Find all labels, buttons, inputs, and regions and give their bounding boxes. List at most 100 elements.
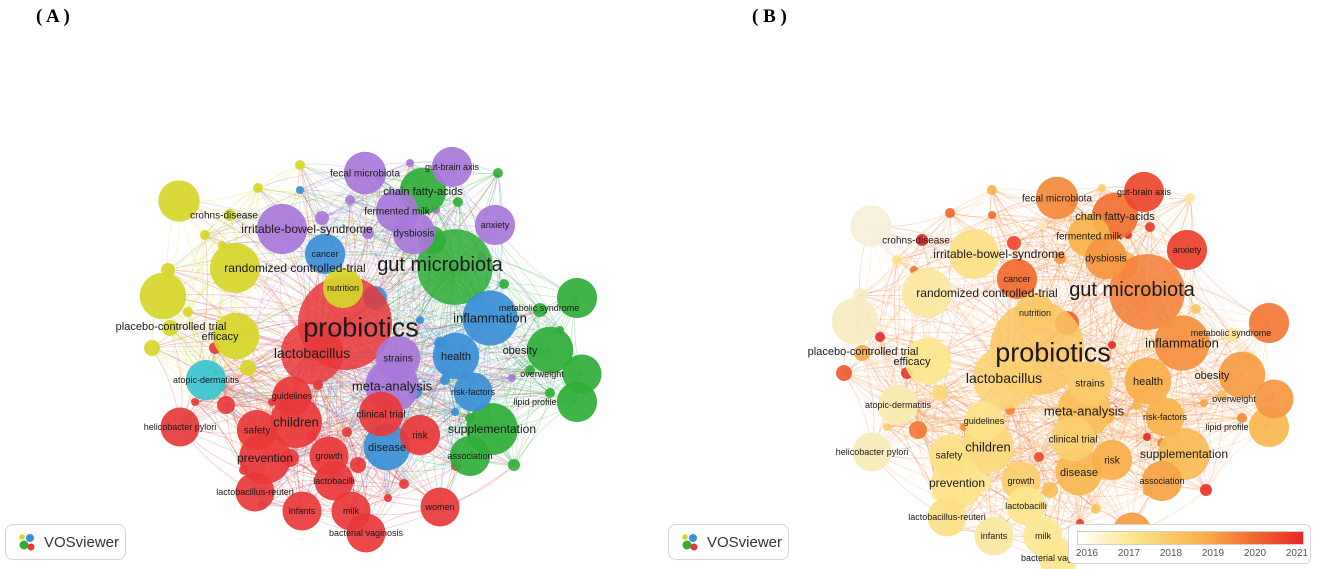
keyword-node: [282, 491, 322, 531]
keyword-node: [346, 513, 386, 553]
keyword-node: [1141, 460, 1183, 502]
network-edge: [317, 347, 551, 386]
network-edge: [991, 189, 1061, 259]
scale-tick: 2018: [1159, 548, 1183, 559]
keyword-label: gut-brain axis: [1117, 187, 1172, 197]
network-edge: [513, 369, 531, 466]
vosviewer-label: VOSviewer: [707, 533, 783, 551]
network-node: [1185, 193, 1195, 203]
keyword-label: fermented milk: [1056, 232, 1123, 243]
network-node: [1098, 184, 1106, 192]
network-edge: [299, 189, 369, 234]
keyword-label: risk-factors: [451, 387, 496, 397]
keyword-label: infants: [289, 506, 316, 516]
network-node: [253, 183, 263, 193]
keyword-label: lactobacilli: [313, 476, 355, 486]
network-edge: [896, 214, 993, 261]
keyword-node: [160, 407, 200, 447]
keyword-label: gut-brain axis: [425, 162, 480, 172]
network-edge: [503, 283, 531, 371]
network-node: [217, 396, 235, 414]
keyword-label: milk: [343, 506, 359, 516]
keyword-label: bacterial vaginosis: [1021, 553, 1096, 563]
network-edge: [169, 327, 249, 369]
network-node: [200, 230, 210, 240]
keyword-label: lipid profile: [1205, 422, 1248, 432]
network-edge: [1042, 334, 1233, 537]
keyword-label: dysbiosis: [1085, 254, 1126, 265]
network-node: [987, 185, 997, 195]
keyword-node: [850, 205, 892, 247]
network-node: [875, 332, 885, 342]
network-edge: [162, 295, 393, 387]
network-edge: [167, 214, 231, 271]
network-edge: [1164, 197, 1194, 418]
network-node: [988, 211, 996, 219]
network-map-overlay: probiotics gut microbiota lactobacillus inf…: [662, 0, 1325, 569]
network-svg-overlay: probiotics gut microbiota lactobacillus inf…: [808, 171, 1294, 569]
keyword-label: women: [424, 502, 454, 512]
network-node: [1145, 222, 1155, 232]
network-edge: [299, 164, 369, 234]
network-edge: [991, 189, 1043, 226]
keyword-node: [562, 354, 602, 394]
keyword-label: lactobacillus-reuteri: [216, 487, 294, 497]
keyword-label: cancer: [1003, 274, 1030, 284]
network-node: [144, 340, 160, 356]
network-node: [1237, 413, 1247, 423]
network-node: [533, 303, 547, 317]
network-edge: [896, 189, 993, 261]
network-edge: [854, 320, 1085, 412]
keyword-node: [556, 277, 598, 319]
keyword-node: [343, 151, 387, 195]
network-edge: [871, 451, 1097, 510]
keyword-node: [996, 258, 1038, 300]
network-labels: probiotics gut microbiota lactobacillus inf…: [116, 162, 580, 538]
network-edge: [169, 234, 206, 329]
keyword-label: lactobacilli: [1005, 501, 1047, 511]
keyword-label: milk: [1035, 531, 1051, 541]
keyword-label: association: [447, 451, 492, 461]
network-node: [1108, 341, 1116, 349]
network-edge: [906, 372, 965, 428]
network-edge: [843, 372, 919, 431]
keyword-label: safety: [244, 426, 271, 437]
keyword-label: metabolic syndrome: [1191, 328, 1272, 338]
network-node: [350, 457, 366, 473]
keyword-label: supplementation: [448, 422, 536, 436]
network-edge: [299, 164, 351, 201]
keyword-label: meta-analysis: [352, 379, 433, 394]
keyword-label: overweight: [1212, 394, 1256, 404]
keyword-node: [1091, 439, 1133, 481]
keyword-node: [948, 228, 1000, 280]
keyword-label: chain fatty-acids: [383, 186, 463, 198]
keyword-label: placebo-controlled trial: [808, 346, 919, 358]
keyword-node: [972, 346, 1036, 410]
keyword-node: [474, 204, 516, 246]
network-node: [399, 479, 409, 489]
keyword-node: [964, 401, 1004, 441]
keyword-label: crohns-disease: [190, 211, 258, 222]
keyword-label: supplementation: [1140, 447, 1228, 461]
network-node: [453, 197, 463, 207]
network-edge: [949, 189, 993, 214]
keyword-label: atopic-dermatitis: [173, 375, 240, 385]
keyword-node: [375, 335, 421, 381]
network-edge: [879, 259, 898, 338]
vosviewer-label: VOSviewer: [44, 533, 120, 551]
keyword-label: lipid profile: [513, 397, 556, 407]
keyword-label: obesity: [1195, 370, 1230, 382]
network-edge: [511, 377, 519, 466]
network-edge: [291, 381, 578, 403]
keyword-label: cancer: [311, 249, 338, 259]
keyword-label: safety: [936, 451, 963, 462]
keyword-label: efficacy: [893, 356, 931, 368]
network-edge: [843, 371, 1085, 412]
keyword-label: fecal microbiota: [1022, 194, 1092, 205]
keyword-node: [1067, 360, 1113, 406]
keyword-node: [1254, 379, 1294, 419]
network-edge: [169, 327, 303, 512]
keyword-label: fecal microbiota: [330, 169, 400, 180]
network-edge: [1079, 490, 1149, 524]
network-edge: [939, 392, 1148, 438]
